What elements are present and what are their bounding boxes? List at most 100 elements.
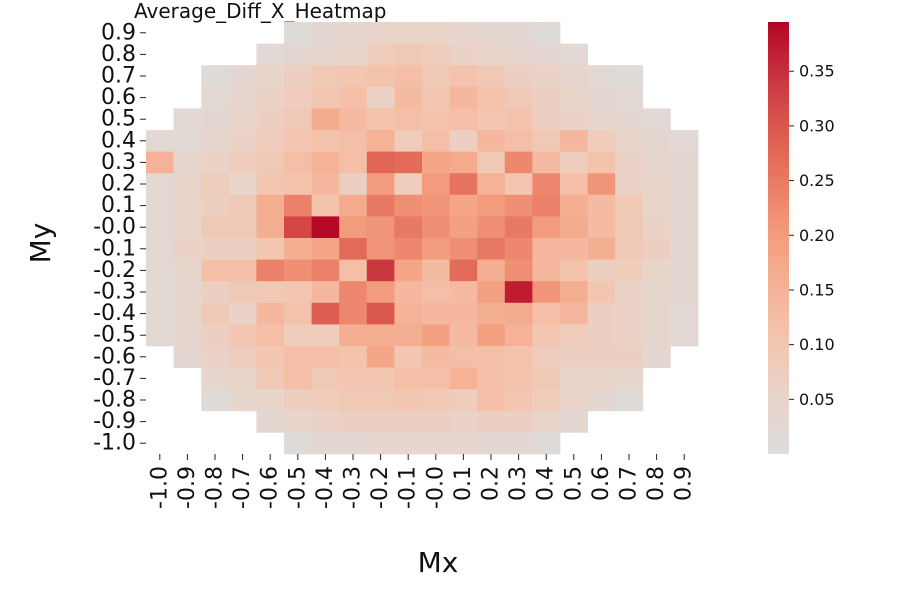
- y-tick-label: -0.5: [93, 323, 136, 348]
- heatmap-cell: [228, 216, 257, 239]
- heatmap-cell: [201, 216, 230, 239]
- heatmap-cell: [366, 324, 395, 347]
- heatmap-cell: [201, 194, 230, 217]
- heatmap-cell: [449, 432, 478, 455]
- heatmap-cell: [284, 130, 312, 152]
- heatmap-cell: [201, 346, 230, 368]
- heatmap-cell: [422, 389, 450, 412]
- heatmap-cell: [504, 432, 533, 455]
- y-tick-label: -0.4: [93, 301, 136, 326]
- heatmap-cell: [146, 302, 174, 325]
- heatmap-cell: [394, 216, 423, 239]
- x-tick-label: -0.6: [258, 466, 283, 509]
- heatmap-cell: [587, 302, 616, 325]
- heatmap-cell: [173, 238, 202, 260]
- heatmap-cell: [311, 389, 340, 412]
- heatmap-cell: [201, 259, 230, 282]
- heatmap-cell: [256, 194, 285, 217]
- heatmap-cell: [587, 194, 616, 217]
- heatmap-cell: [560, 216, 588, 239]
- heatmap-cell: [477, 216, 506, 239]
- x-tick-label: 0.2: [479, 466, 504, 501]
- heatmap-cell: [670, 324, 699, 347]
- x-tick-label: -0.0: [423, 466, 448, 509]
- heatmap-cell: [256, 367, 285, 390]
- heatmap-cell: [477, 151, 506, 174]
- heatmap-cell: [228, 194, 257, 217]
- heatmap-cell: [504, 173, 533, 196]
- heatmap-cell: [615, 65, 644, 88]
- heatmap-cell: [339, 194, 368, 217]
- heatmap-cell: [311, 324, 340, 347]
- heatmap-cell: [532, 281, 561, 304]
- y-tick-label: -0.9: [93, 409, 136, 434]
- heatmap-cell: [366, 302, 395, 325]
- heatmap-cell: [394, 108, 423, 131]
- heatmap-cell: [449, 173, 478, 196]
- heatmap-cell: [615, 173, 644, 196]
- heatmap-cell: [201, 324, 230, 347]
- heatmap-cell: [477, 281, 506, 304]
- heatmap-cell: [394, 65, 423, 88]
- heatmap-cell: [642, 173, 671, 196]
- heatmap-cell: [228, 389, 257, 412]
- heatmap-cell: [366, 216, 395, 239]
- heatmap-cell: [339, 281, 368, 304]
- heatmap-cell: [311, 173, 340, 196]
- heatmap-cell: [560, 194, 588, 217]
- heatmap-cell: [366, 43, 395, 66]
- heatmap-cell: [587, 173, 616, 196]
- heatmap-cell: [228, 108, 257, 131]
- heatmap-cell: [256, 302, 285, 325]
- heatmap-cell: [284, 259, 312, 282]
- heatmap-cell: [173, 108, 202, 131]
- heatmap-cell: [284, 302, 312, 325]
- heatmap-cell: [422, 259, 450, 282]
- heatmap-cell: [560, 238, 588, 260]
- heatmap-cell: [532, 367, 561, 390]
- heatmap-cell: [201, 151, 230, 174]
- heatmap-cell: [394, 151, 423, 174]
- heatmap-cell: [670, 130, 699, 152]
- heatmap-cell: [504, 194, 533, 217]
- heatmap-cell: [256, 389, 285, 412]
- heatmap-cell: [311, 259, 340, 282]
- heatmap-cell: [201, 367, 230, 390]
- heatmap-cell: [394, 43, 423, 66]
- y-tick-label: 0.2: [101, 172, 136, 197]
- heatmap-cell: [173, 130, 202, 152]
- heatmap-cell: [339, 324, 368, 347]
- heatmap-cell: [284, 151, 312, 174]
- heatmap-cell: [449, 86, 478, 109]
- heatmap-cell: [228, 173, 257, 196]
- heatmap-cell: [394, 173, 423, 196]
- y-axis-label: My: [24, 223, 57, 264]
- heatmap-cell: [394, 22, 423, 44]
- heatmap-cell: [587, 108, 616, 131]
- y-tick-label: 0.9: [101, 20, 136, 45]
- colorbar-tick-label: 0.30: [799, 116, 835, 135]
- heatmap-cell: [146, 173, 174, 196]
- heatmap-cell: [587, 216, 616, 239]
- heatmap-cell: [532, 151, 561, 174]
- heatmap-cell: [449, 194, 478, 217]
- heatmap-cell: [339, 151, 368, 174]
- heatmap-cell: [642, 108, 671, 131]
- heatmap-cell: [422, 108, 450, 131]
- heatmap-cell: [615, 194, 644, 217]
- heatmap-cell: [615, 86, 644, 109]
- heatmap-cell: [339, 302, 368, 325]
- y-tick-label: -0.0: [93, 215, 136, 240]
- heatmap-cell: [449, 367, 478, 390]
- heatmap-cell: [560, 410, 588, 433]
- heatmap-cell: [422, 302, 450, 325]
- heatmap-cell: [532, 108, 561, 131]
- heatmap-cell: [284, 43, 312, 66]
- heatmap-cell: [311, 410, 340, 433]
- heatmap-cell: [504, 389, 533, 412]
- heatmap-cell: [339, 86, 368, 109]
- heatmap-cell: [532, 65, 561, 88]
- heatmap-cell: [422, 346, 450, 368]
- heatmap-cell: [587, 324, 616, 347]
- heatmap-cell: [532, 194, 561, 217]
